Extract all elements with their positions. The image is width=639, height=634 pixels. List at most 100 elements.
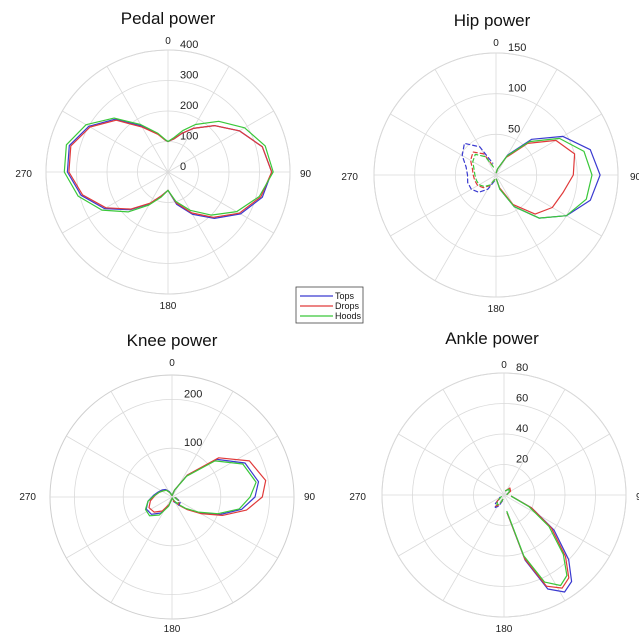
radial-tick-labels: 20 40 60 80: [516, 362, 528, 466]
panel-ankle-power: Ankle power 20 40 60 80 0 90 180 270: [349, 329, 639, 634]
legend-label-drops: Drops: [335, 301, 360, 311]
radial-tick-label: 100: [508, 83, 526, 95]
grid-spoke: [171, 496, 278, 559]
grid-spoke: [167, 66, 230, 173]
series-line-hoods: [506, 495, 568, 587]
radial-tick-label: 20: [516, 454, 528, 466]
angle-label-270: 270: [19, 492, 36, 503]
polar-grid: [49, 374, 295, 620]
legend-entry-hoods: Hoods: [300, 311, 362, 321]
angle-label-90: 90: [636, 492, 639, 503]
series-line-hoods: [505, 488, 510, 496]
radial-tick-label: 150: [508, 42, 526, 54]
legend-label-hoods: Hoods: [335, 311, 362, 321]
series-group: [461, 135, 601, 219]
angle-label-180: 180: [488, 304, 505, 315]
radial-tick-labels: 100 200: [184, 388, 202, 449]
series-line-drops: [506, 495, 570, 589]
grid-spoke: [106, 66, 169, 173]
panel-knee-power: Knee power 100 200 0 90 180 270: [19, 331, 315, 634]
grid-spoke: [503, 433, 610, 496]
grid-spoke: [495, 113, 602, 176]
panel-title: Pedal power: [121, 9, 216, 28]
grid-spoke: [442, 389, 505, 496]
radial-tick-label: 100: [180, 131, 198, 143]
grid-spoke: [390, 113, 497, 176]
grid-spoke: [167, 171, 230, 278]
legend-entry-tops: Tops: [300, 291, 355, 301]
panel-title: Knee power: [127, 331, 218, 350]
radial-tick-label: 60: [516, 393, 528, 405]
angle-label-0: 0: [169, 358, 175, 369]
legend-box: [295, 286, 364, 324]
legend-label-tops: Tops: [335, 291, 355, 301]
angle-label-90: 90: [300, 169, 312, 180]
radial-tick-label: 200: [184, 388, 202, 400]
grid-spoke: [171, 496, 234, 603]
angle-label-90: 90: [630, 172, 639, 183]
grid-spoke: [390, 174, 497, 237]
series-line-tops: [495, 135, 601, 219]
angle-label-180: 180: [164, 624, 181, 634]
angle-label-0: 0: [165, 36, 171, 47]
grid-spoke: [167, 110, 274, 173]
series-line-hoods: [496, 495, 504, 506]
grid-spoke: [110, 496, 173, 603]
series-group: [494, 487, 573, 593]
legend-entry-drops: Drops: [300, 301, 360, 311]
series-line-drops: [171, 457, 267, 517]
radial-tick-label: 400: [180, 39, 198, 51]
series-line-hoods: [171, 460, 257, 515]
series-line-drops: [470, 151, 496, 189]
grid-spoke: [495, 174, 558, 281]
series-group: [63, 117, 274, 219]
grid-spoke: [171, 435, 278, 498]
angle-label-270: 270: [349, 492, 366, 503]
panel-title: Hip power: [454, 11, 531, 30]
grid-spoke: [503, 494, 566, 601]
polar-grid: [373, 52, 619, 298]
radial-tick-labels: 50 100 150: [508, 42, 526, 135]
radial-tick-label: 40: [516, 423, 528, 435]
panel-title: Ankle power: [445, 329, 539, 348]
series-line-hoods: [63, 117, 274, 216]
grid-spoke: [66, 496, 173, 559]
series-line-tops: [461, 142, 495, 193]
angle-label-180: 180: [160, 301, 177, 312]
legend: Tops Drops Hoods: [295, 286, 364, 324]
grid-spoke: [66, 435, 173, 498]
angle-label-0: 0: [501, 360, 507, 371]
angle-label-180: 180: [496, 624, 513, 634]
series-line-hoods: [144, 489, 173, 517]
grid-spoke: [110, 391, 173, 498]
grid-spoke: [434, 174, 497, 281]
grid-spoke: [62, 171, 169, 234]
polar-grid: [381, 372, 627, 618]
grid-spoke: [171, 391, 234, 498]
angle-label-270: 270: [15, 169, 32, 180]
grid-spoke: [62, 110, 169, 173]
polar-grid: [45, 49, 291, 295]
radial-tick-label: 300: [180, 70, 198, 82]
panel-hip-power: Hip power 50 100 150 0 90 180 270: [341, 11, 639, 315]
series-line-hoods: [495, 137, 593, 219]
series-line-drops: [495, 139, 576, 215]
grid-spoke: [106, 171, 169, 278]
grid-spoke: [503, 389, 566, 496]
panel-pedal-power: Pedal power 0 100 200 300 400 0 90 180 270: [15, 9, 311, 312]
series-group: [144, 457, 267, 517]
angle-label-0: 0: [493, 38, 499, 49]
series-line-hoods: [472, 153, 496, 188]
angle-label-90: 90: [304, 492, 316, 503]
radial-tick-label: 200: [180, 100, 198, 112]
radial-tick-label: 0: [180, 161, 186, 173]
grid-spoke: [398, 433, 505, 496]
radial-tick-labels: 0 100 200 300 400: [180, 39, 198, 173]
radial-tick-label: 100: [184, 437, 202, 449]
grid-spoke: [398, 494, 505, 557]
angle-label-270: 270: [341, 172, 358, 183]
series-line-drops: [148, 489, 173, 513]
grid-spoke: [442, 494, 505, 601]
series-line-hoods: [172, 496, 180, 505]
grid-spoke: [167, 171, 274, 234]
